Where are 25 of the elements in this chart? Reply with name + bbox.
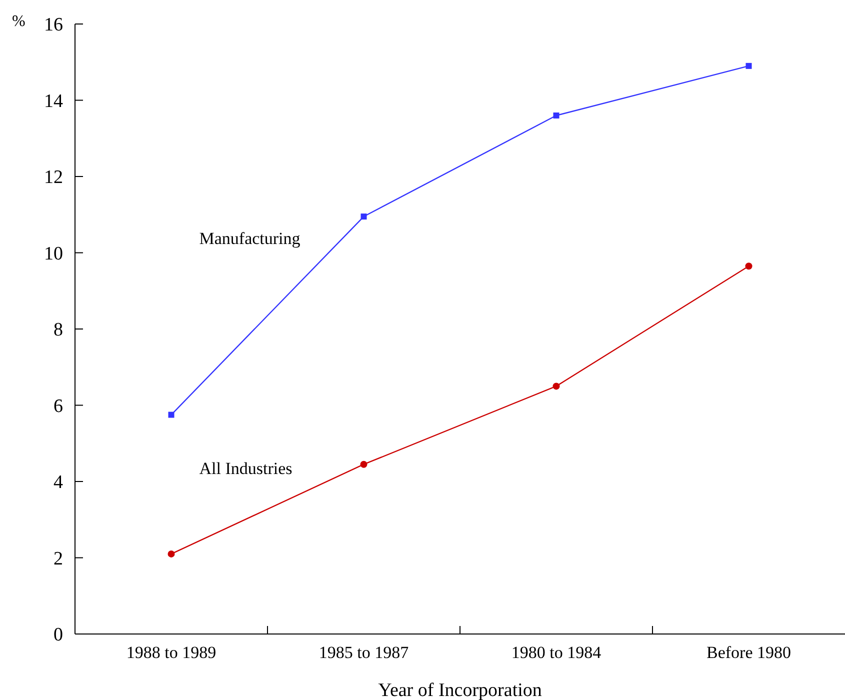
y-tick-label: 16 xyxy=(44,14,63,36)
y-tick-label: 14 xyxy=(44,90,64,112)
y-tick-label: 2 xyxy=(54,548,63,570)
x-tick-label: 1988 to 1989 xyxy=(126,643,216,662)
x-tick-label: 1980 to 1984 xyxy=(511,643,602,662)
point xyxy=(168,412,174,418)
y-tick-label: 6 xyxy=(54,396,63,417)
point xyxy=(745,262,752,270)
point xyxy=(746,62,752,69)
point xyxy=(168,550,175,558)
series-label: Manufacturing xyxy=(199,228,301,248)
y-tick-label: 10 xyxy=(44,243,63,264)
x-axis-title: Year of Incorporation xyxy=(378,680,542,700)
y-tick-label: 12 xyxy=(44,167,63,188)
point xyxy=(552,382,560,390)
y-tick-label: 8 xyxy=(54,320,63,341)
y-tick-label: 0 xyxy=(54,624,63,646)
x-tick-label: Before 1980 xyxy=(706,643,792,662)
point xyxy=(553,112,560,118)
point xyxy=(360,214,367,220)
y-tick-label: 4 xyxy=(54,472,64,494)
x-tick-label: 1985 to 1987 xyxy=(318,643,410,662)
series-label: All Industries xyxy=(199,458,292,478)
point xyxy=(360,460,368,468)
y-axis-title: % xyxy=(12,13,26,30)
